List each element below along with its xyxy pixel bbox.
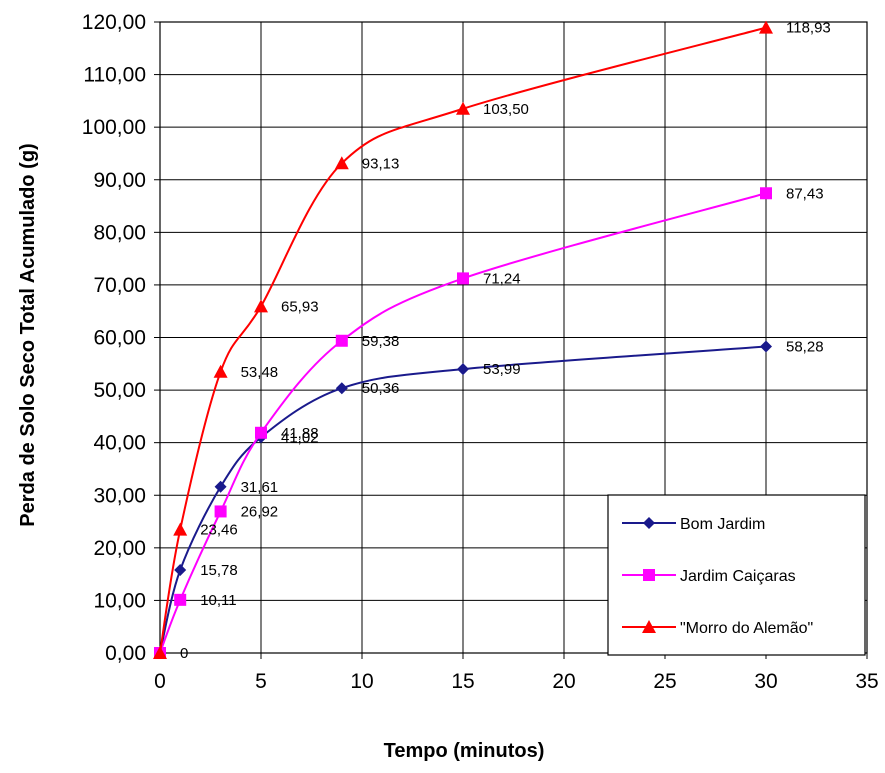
data-label: 41,02: [281, 429, 319, 446]
x-tick-label: 0: [154, 670, 166, 693]
data-label: 0: [180, 645, 188, 662]
x-tick-label: 20: [552, 670, 575, 693]
data-label: 26,92: [241, 503, 279, 520]
data-label: 103,50: [483, 101, 529, 118]
y-tick-label: 40,00: [93, 432, 146, 455]
data-label: 93,13: [362, 155, 400, 172]
legend-label: Jardim Caiçaras: [680, 568, 796, 585]
data-point: [760, 187, 772, 200]
data-point: [335, 382, 348, 395]
legend-marker: [642, 620, 656, 633]
y-tick-label: 110,00: [83, 64, 146, 87]
x-axis-title: Tempo (minutos): [384, 740, 545, 762]
data-label: 50,36: [362, 380, 400, 397]
y-tick-label: 90,00: [93, 169, 146, 192]
x-tick-label: 10: [350, 670, 373, 693]
data-point: [213, 364, 228, 378]
legend-item: "Morro do Alemão": [622, 620, 813, 637]
data-point: [174, 593, 187, 606]
legend-item: Jardim Caiçaras: [622, 568, 796, 585]
data-point: [174, 564, 187, 577]
series-morro-do-alemão: [153, 20, 773, 659]
y-tick-label: 100,00: [82, 116, 146, 139]
data-point: [335, 334, 348, 347]
y-tick-label: 70,00: [93, 274, 146, 297]
data-label: 31,61: [241, 479, 279, 496]
x-tick-label: 35: [855, 670, 878, 693]
y-tick-label: 60,00: [93, 327, 146, 350]
data-label: 10,11: [200, 592, 236, 609]
legend-label: Bom Jardim: [680, 516, 765, 533]
y-axis-title: Perda de Solo Seco Total Acumulado (g): [17, 143, 39, 526]
data-label: 65,93: [281, 298, 319, 315]
data-point: [334, 156, 349, 170]
legend: Bom Jardim Jardim Caiçaras "Morro do Alemã…: [607, 494, 866, 656]
legend-marker: [643, 517, 655, 529]
data-point: [760, 340, 772, 353]
data-label: 59,38: [362, 333, 400, 350]
y-tick-label: 30,00: [93, 484, 146, 507]
data-label: 23,46: [200, 522, 238, 539]
data-point: [214, 505, 227, 518]
axes: 0,00 10,00 20,00 30,00 40,00 50,00 60,00 70,00 8…: [82, 11, 879, 693]
data-label: 41,88: [281, 425, 319, 442]
x-tick-label: 15: [451, 670, 474, 693]
y-tick-label: 0,00: [105, 642, 146, 665]
y-tick-label: 10,00: [93, 589, 146, 612]
data-label: 71,24: [483, 270, 521, 287]
x-tick-label: 5: [255, 670, 267, 693]
data-label: 58,28: [786, 339, 824, 356]
y-tick-label: 80,00: [93, 221, 146, 244]
data-point: [173, 522, 188, 536]
data-point: [457, 363, 469, 376]
series-group: [153, 20, 773, 659]
data-label: 118,93: [786, 20, 831, 37]
y-tick-label: 20,00: [93, 537, 146, 560]
data-point: [457, 272, 469, 285]
data-label: 53,48: [241, 364, 279, 381]
legend-label: "Morro do Alemão": [680, 620, 813, 637]
x-tick-label: 25: [653, 670, 676, 693]
y-tick-label: 120,00: [82, 11, 146, 34]
data-point: [214, 480, 227, 493]
data-label: 87,43: [786, 185, 824, 202]
data-point: [255, 426, 267, 439]
legend-item: Bom Jardim: [622, 516, 765, 533]
data-point: [456, 101, 470, 115]
data-point: [759, 20, 773, 34]
data-point: [153, 646, 167, 659]
legend-marker: [643, 569, 655, 581]
series-jardim-caiçaras: [154, 187, 772, 659]
series-line: [159, 192, 767, 654]
y-tick-label: 50,00: [93, 379, 146, 402]
data-label: 53,99: [483, 361, 521, 378]
x-tick-label: 30: [754, 670, 777, 693]
data-labels: 15,78 31,61 41,02 50,36 53,99 58,28 10,11 26,92…: [180, 20, 831, 662]
data-point: [254, 299, 268, 313]
data-label: 15,78: [200, 562, 238, 579]
